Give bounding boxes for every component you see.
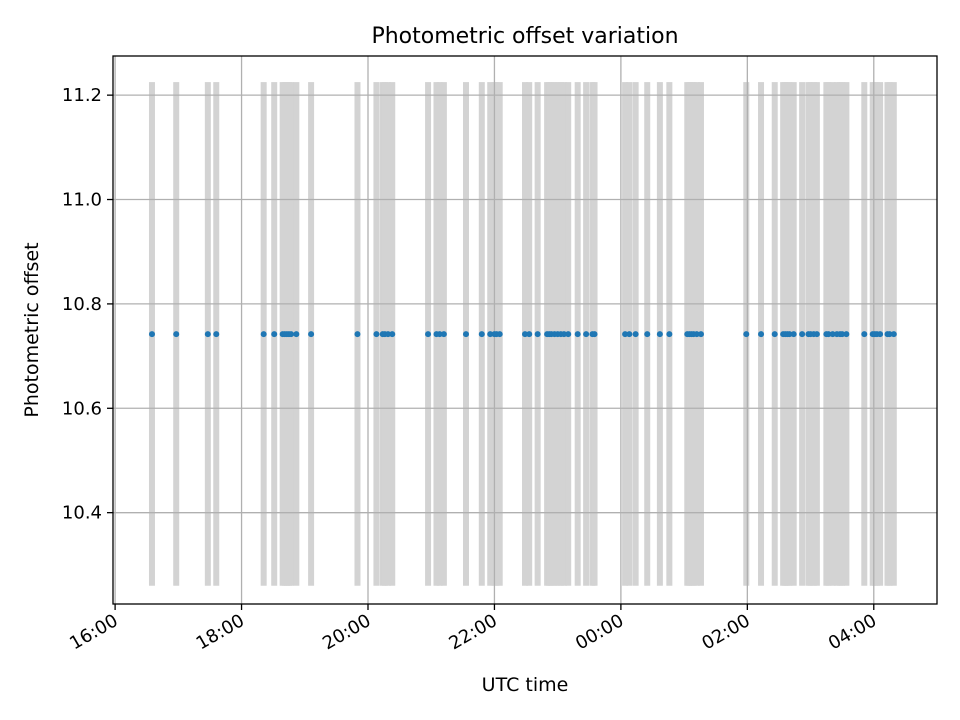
data-point — [534, 331, 541, 338]
data-point — [522, 331, 528, 338]
data-point — [697, 331, 704, 338]
y-tick-label: 10.6 — [62, 398, 102, 419]
data-point — [758, 331, 765, 338]
data-point — [425, 331, 432, 338]
data-point — [204, 331, 211, 338]
data-point — [487, 331, 494, 338]
data-point — [148, 331, 155, 338]
points-layer — [148, 331, 897, 338]
data-point — [478, 331, 485, 338]
data-point — [622, 331, 629, 338]
x-tick-label: 00:00 — [572, 610, 627, 654]
data-point — [825, 331, 832, 338]
y-tick-label: 10.8 — [62, 294, 102, 315]
data-point — [666, 331, 673, 338]
y-tick-label: 11.2 — [62, 85, 102, 106]
data-point — [385, 331, 392, 338]
data-point — [583, 331, 590, 338]
data-point — [462, 331, 469, 338]
data-point — [786, 331, 793, 338]
data-point — [440, 331, 447, 338]
data-point — [693, 331, 700, 338]
data-point — [626, 331, 633, 338]
data-point — [526, 331, 533, 338]
data-point — [813, 331, 820, 338]
data-point — [886, 331, 893, 338]
y-axis: 10.4 10.6 10.8 11.0 11.2 — [62, 85, 113, 524]
data-point — [288, 331, 295, 338]
data-point — [293, 331, 300, 338]
data-point — [890, 331, 897, 338]
x-tick-label: 22:00 — [446, 610, 501, 654]
data-point — [574, 331, 581, 338]
data-point — [829, 331, 836, 338]
plot-frame — [112, 55, 938, 605]
data-point — [632, 331, 639, 338]
grid-layer — [113, 56, 937, 604]
data-point — [213, 331, 220, 338]
data-point — [271, 331, 278, 338]
data-point — [436, 331, 443, 338]
x-tick-label: 02:00 — [698, 610, 753, 654]
data-point — [839, 331, 846, 338]
data-point — [354, 331, 361, 338]
data-point — [877, 331, 884, 338]
chart-title: Photometric offset variation — [371, 24, 678, 49]
data-point — [560, 331, 567, 338]
x-tick-label: 04:00 — [825, 610, 880, 654]
data-point — [496, 331, 503, 338]
y-tick-label: 10.4 — [62, 503, 102, 524]
x-axis: 16:00 18:00 20:00 22:00 00:00 02:00 04:00 — [66, 604, 880, 654]
x-tick-label: 16:00 — [66, 610, 121, 654]
data-point — [373, 331, 380, 338]
x-tick-label: 18:00 — [193, 610, 248, 654]
data-point — [591, 331, 598, 338]
y-axis-label: Photometric offset — [21, 242, 43, 417]
data-point — [173, 331, 180, 338]
data-point — [799, 331, 806, 338]
data-point — [260, 331, 267, 338]
data-point — [389, 331, 396, 338]
data-point — [843, 331, 850, 338]
data-point — [771, 331, 778, 338]
y-tick-label: 11.0 — [62, 190, 102, 211]
data-point — [790, 331, 797, 338]
data-point — [644, 331, 651, 338]
x-axis-label: UTC time — [482, 674, 569, 696]
data-point — [743, 331, 750, 338]
data-point — [308, 331, 315, 338]
data-point — [861, 331, 868, 338]
x-tick-label: 20:00 — [319, 610, 374, 654]
data-point — [656, 331, 663, 338]
data-point — [565, 331, 572, 338]
